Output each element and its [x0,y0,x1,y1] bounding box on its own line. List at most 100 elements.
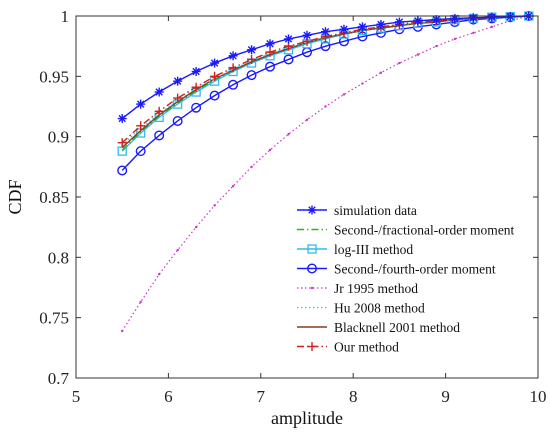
data-point-7-6 [228,63,238,73]
ticks-layer: 5 6 7 8 9 10 0.7 0.75 0.8 0.85 0.9 0.95 1 [39,7,546,406]
legend-entry-6: Blacknell 2001 method [297,320,460,335]
data-point-3-7 [246,70,257,81]
y-tick-label: 0.8 [48,248,69,267]
data-point-4-2 [157,273,161,276]
data-point-0-8 [265,39,275,49]
x-tick-label: 10 [530,387,547,406]
legend-marker [307,263,318,274]
legend-entry-1: Second-/fractional-order moment [297,223,515,238]
data-point-4-1 [139,300,142,304]
data-point-4-18 [453,37,457,41]
legend-entry-7: Our method [297,340,399,355]
legend-label: Jr 1995 method [334,281,418,296]
data-point-3-11 [320,41,331,52]
data-point-4-14 [379,71,383,74]
legend-entry-0: simulation data [297,203,417,218]
data-point-4-6 [231,184,235,188]
legend-entry-5: Hu 2008 method [297,301,425,316]
legend-label: log-III method [334,242,413,257]
data-point-4-9 [287,133,290,136]
data-point-0-11 [320,27,330,37]
data-point-4-5 [213,204,216,207]
data-point-7-8 [265,47,275,57]
y-tick-label: 0.85 [39,188,69,207]
data-point-7-3 [173,93,183,103]
data-point-0-12 [339,24,349,34]
data-point-4-10 [305,118,309,121]
data-point-4-11 [324,105,327,108]
legend-entry-3: Second-/fourth-order moment [297,262,496,277]
data-point-4-19 [472,31,475,35]
legend-label: simulation data [334,203,417,218]
data-point-4-0 [121,329,124,333]
data-point-4-12 [342,93,346,96]
y-axis-label: CDF [5,179,25,214]
data-point-0-18 [450,13,460,23]
data-point-3-9 [283,54,294,65]
x-tick-label: 9 [441,387,450,406]
data-point-4-20 [490,25,493,29]
data-point-0-16 [413,16,423,26]
legend-marker [307,342,317,351]
x-tick-label: 5 [72,387,81,406]
data-point-0-7 [247,45,257,55]
data-point-3-0 [117,165,128,176]
data-point-3-2 [154,130,165,141]
data-point-7-5 [210,71,220,81]
data-point-7-4 [191,82,201,92]
data-point-7-1 [136,121,146,131]
series-0 [117,11,534,124]
y-tick-label: 0.7 [48,369,70,388]
y-tick-label: 0.95 [39,67,69,86]
data-point-0-9 [284,34,294,44]
y-tick-label: 0.9 [48,128,69,147]
data-point-3-3 [172,115,183,126]
data-point-3-8 [265,61,276,72]
data-point-0-20 [487,12,497,22]
legend-entry-2: log-III method [297,242,413,257]
legend-label: Second-/fourth-order moment [334,262,496,277]
data-point-0-10 [302,30,312,40]
legend-marker [307,205,317,215]
data-point-4-3 [176,248,179,252]
data-point-0-17 [431,15,441,25]
data-point-3-6 [228,79,239,90]
data-point-4-4 [194,225,198,229]
data-point-7-2 [154,106,164,116]
data-point-3-5 [209,90,220,101]
data-point-0-14 [376,19,386,29]
data-point-0-1 [136,99,146,109]
series-line-3 [121,15,529,171]
data-point-0-5 [210,58,220,68]
data-point-4-7 [250,165,253,169]
data-point-7-0 [117,138,127,148]
legend-label: Our method [334,340,399,355]
data-point-7-7 [247,54,257,64]
data-point-4-8 [268,148,272,152]
y-tick-label: 1 [61,7,70,26]
data-point-0-15 [394,17,404,27]
x-tick-label: 7 [257,387,266,406]
legend-marker [307,244,317,254]
x-tick-label: 8 [349,387,358,406]
x-tick-label: 6 [164,387,173,406]
data-point-0-4 [191,67,201,77]
legend-label: Blacknell 2001 method [334,320,460,335]
data-point-0-13 [357,22,367,32]
data-point-0-0 [117,114,127,124]
y-tick-label: 0.75 [39,309,69,328]
data-point-4-17 [435,44,438,48]
legend-marker [310,286,314,290]
series-layer [117,10,534,333]
data-point-0-19 [468,13,478,23]
data-point-0-2 [154,87,164,97]
data-point-4-16 [416,53,420,56]
data-point-3-1 [135,146,146,157]
plot-area [76,16,538,378]
legend-label: Second-/fractional-order moment [334,223,515,238]
data-point-3-4 [191,102,202,113]
legend: simulation data Second-/fractional-order … [297,203,515,355]
data-point-4-15 [398,61,401,65]
data-point-0-21 [505,12,515,22]
